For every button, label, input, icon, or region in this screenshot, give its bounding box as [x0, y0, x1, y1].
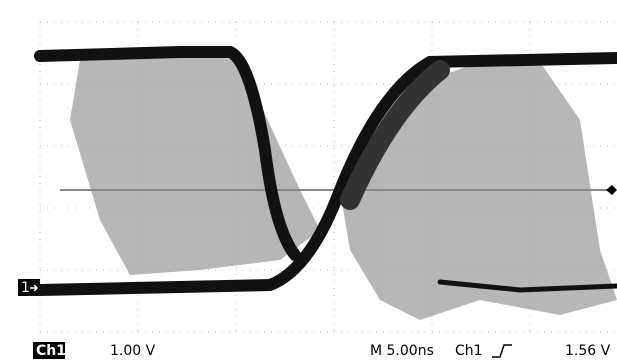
- timebase: M 5.00ns: [370, 343, 434, 359]
- channel-label: Ch1: [36, 343, 66, 359]
- trigger-source: Ch1: [455, 343, 483, 359]
- trigger-level: 1.56 V: [565, 343, 611, 359]
- page: 1 Ch1 1.00 V M 5.00ns Ch1 1.56 V (() => …: [0, 0, 617, 360]
- volts-per-div: 1.00 V: [110, 343, 156, 359]
- channel-marker: 1: [21, 280, 30, 296]
- scope-screen: 1 Ch1 1.00 V M 5.00ns Ch1 1.56 V: [0, 0, 617, 360]
